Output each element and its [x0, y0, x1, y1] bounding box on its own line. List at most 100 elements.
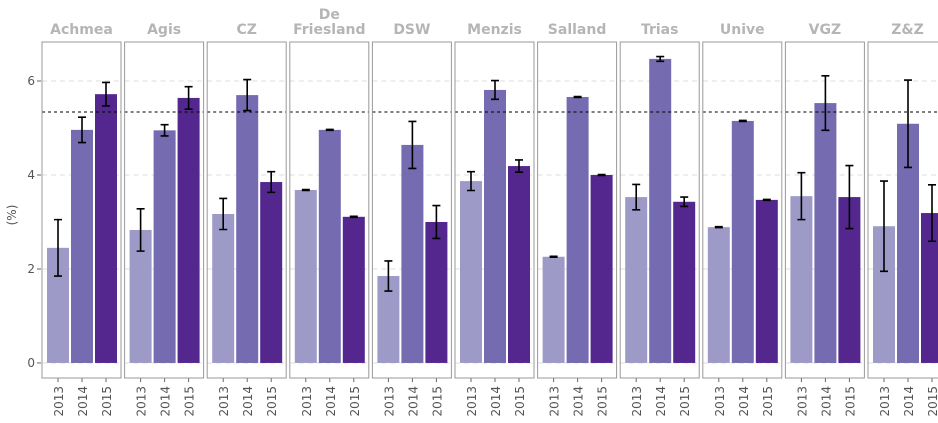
- panel-border: [537, 41, 618, 379]
- facet-label: Achmea: [50, 22, 113, 38]
- bar: [153, 130, 176, 363]
- facet-label: VGZ: [808, 22, 842, 38]
- error-bar: [384, 260, 393, 292]
- facet-label: Agis: [147, 22, 182, 38]
- bar: [566, 96, 589, 363]
- bar: [47, 247, 69, 363]
- error-bar: [549, 255, 558, 259]
- x-tick-label: 2014: [241, 386, 255, 417]
- error-bar: [738, 119, 747, 123]
- facet-label: DSW: [393, 22, 431, 38]
- error-bar: [219, 197, 228, 231]
- bar: [484, 89, 506, 363]
- bar: [790, 196, 813, 363]
- x-tick-label: 2014: [654, 386, 668, 417]
- x-tick-label: 2015: [596, 386, 610, 417]
- x-tick-label: 2014: [902, 386, 916, 417]
- x-tick-label: 2013: [548, 386, 562, 417]
- error-bar: [821, 75, 830, 132]
- x-tick-label: 2015: [678, 386, 692, 417]
- panel-border: [371, 41, 452, 379]
- error-bar: [301, 188, 310, 192]
- bar: [425, 221, 448, 363]
- x-tick-label: 2013: [795, 386, 809, 417]
- x-tick-label: 2014: [737, 386, 751, 417]
- error-bar: [880, 180, 888, 273]
- x-tick-label: 2014: [324, 386, 338, 417]
- bar: [460, 181, 482, 363]
- x-tick-label: 2013: [382, 386, 396, 417]
- error-bar: [928, 184, 936, 243]
- bar: [590, 174, 613, 363]
- bar: [625, 197, 648, 363]
- bar: [649, 58, 672, 363]
- y-tick-label: 6: [27, 74, 35, 88]
- bar: [401, 144, 424, 363]
- x-tick-label: 2013: [217, 386, 231, 417]
- error-bar: [184, 85, 193, 110]
- facet-label: Trias: [640, 22, 679, 38]
- x-tick-label: 2013: [878, 386, 892, 417]
- panel-border: [784, 41, 865, 379]
- error-bar: [102, 81, 110, 107]
- x-tick-label: 2013: [300, 386, 314, 417]
- error-bar: [656, 55, 665, 63]
- error-bar: [597, 173, 606, 177]
- panel-border: [702, 41, 783, 379]
- x-tick-label: 2015: [100, 386, 114, 417]
- panel-border: [289, 41, 370, 379]
- x-tick-label: 2014: [159, 386, 173, 417]
- error-bar: [78, 116, 86, 144]
- error-bar: [467, 170, 475, 192]
- error-bar: [267, 170, 276, 194]
- x-tick-label: 2015: [430, 386, 444, 417]
- bar: [921, 213, 938, 363]
- x-tick-label: 2015: [926, 386, 938, 417]
- y-axis-label: (%): [5, 205, 19, 226]
- bar: [71, 129, 93, 363]
- x-tick-label: 2013: [465, 386, 479, 417]
- facet-label: Unive: [719, 22, 765, 38]
- bar: [342, 216, 365, 363]
- panel-border: [619, 41, 700, 379]
- error-bar: [160, 123, 169, 137]
- bar: [377, 276, 400, 363]
- error-bar: [762, 198, 771, 202]
- bar: [318, 129, 341, 363]
- x-tick-label: 2015: [761, 386, 775, 417]
- error-bar: [714, 225, 723, 229]
- error-bar: [904, 79, 912, 169]
- bar: [260, 182, 283, 363]
- bar: [673, 201, 696, 363]
- x-tick-label: 2015: [513, 386, 527, 417]
- error-bar: [680, 196, 689, 208]
- x-tick-label: 2014: [406, 386, 420, 417]
- bar: [731, 120, 754, 363]
- x-tick-label: 2013: [630, 386, 644, 417]
- error-bar: [432, 204, 441, 240]
- x-tick-label: 2015: [183, 386, 197, 417]
- panel-border: [41, 41, 122, 379]
- error-bar: [325, 128, 334, 132]
- x-tick-label: 2013: [713, 386, 727, 417]
- x-tick-label: 2015: [348, 386, 362, 417]
- x-tick-label: 2014: [572, 386, 586, 417]
- error-bar: [243, 78, 252, 112]
- bar: [294, 190, 317, 363]
- facet-label: CZ: [236, 22, 257, 38]
- bar: [542, 256, 565, 363]
- y-tick-label: 2: [27, 262, 35, 276]
- facet-label: Menzis: [467, 22, 522, 38]
- error-bar: [54, 218, 62, 277]
- x-tick-label: 2014: [489, 386, 503, 417]
- bar: [897, 123, 919, 363]
- y-tick-label: 4: [27, 168, 35, 182]
- x-tick-label: 2014: [819, 386, 833, 417]
- bar: [838, 197, 861, 363]
- bar: [95, 94, 117, 363]
- error-bar: [136, 208, 145, 252]
- facet-label: De Friesland: [293, 7, 366, 38]
- x-tick-label: 2013: [52, 386, 66, 417]
